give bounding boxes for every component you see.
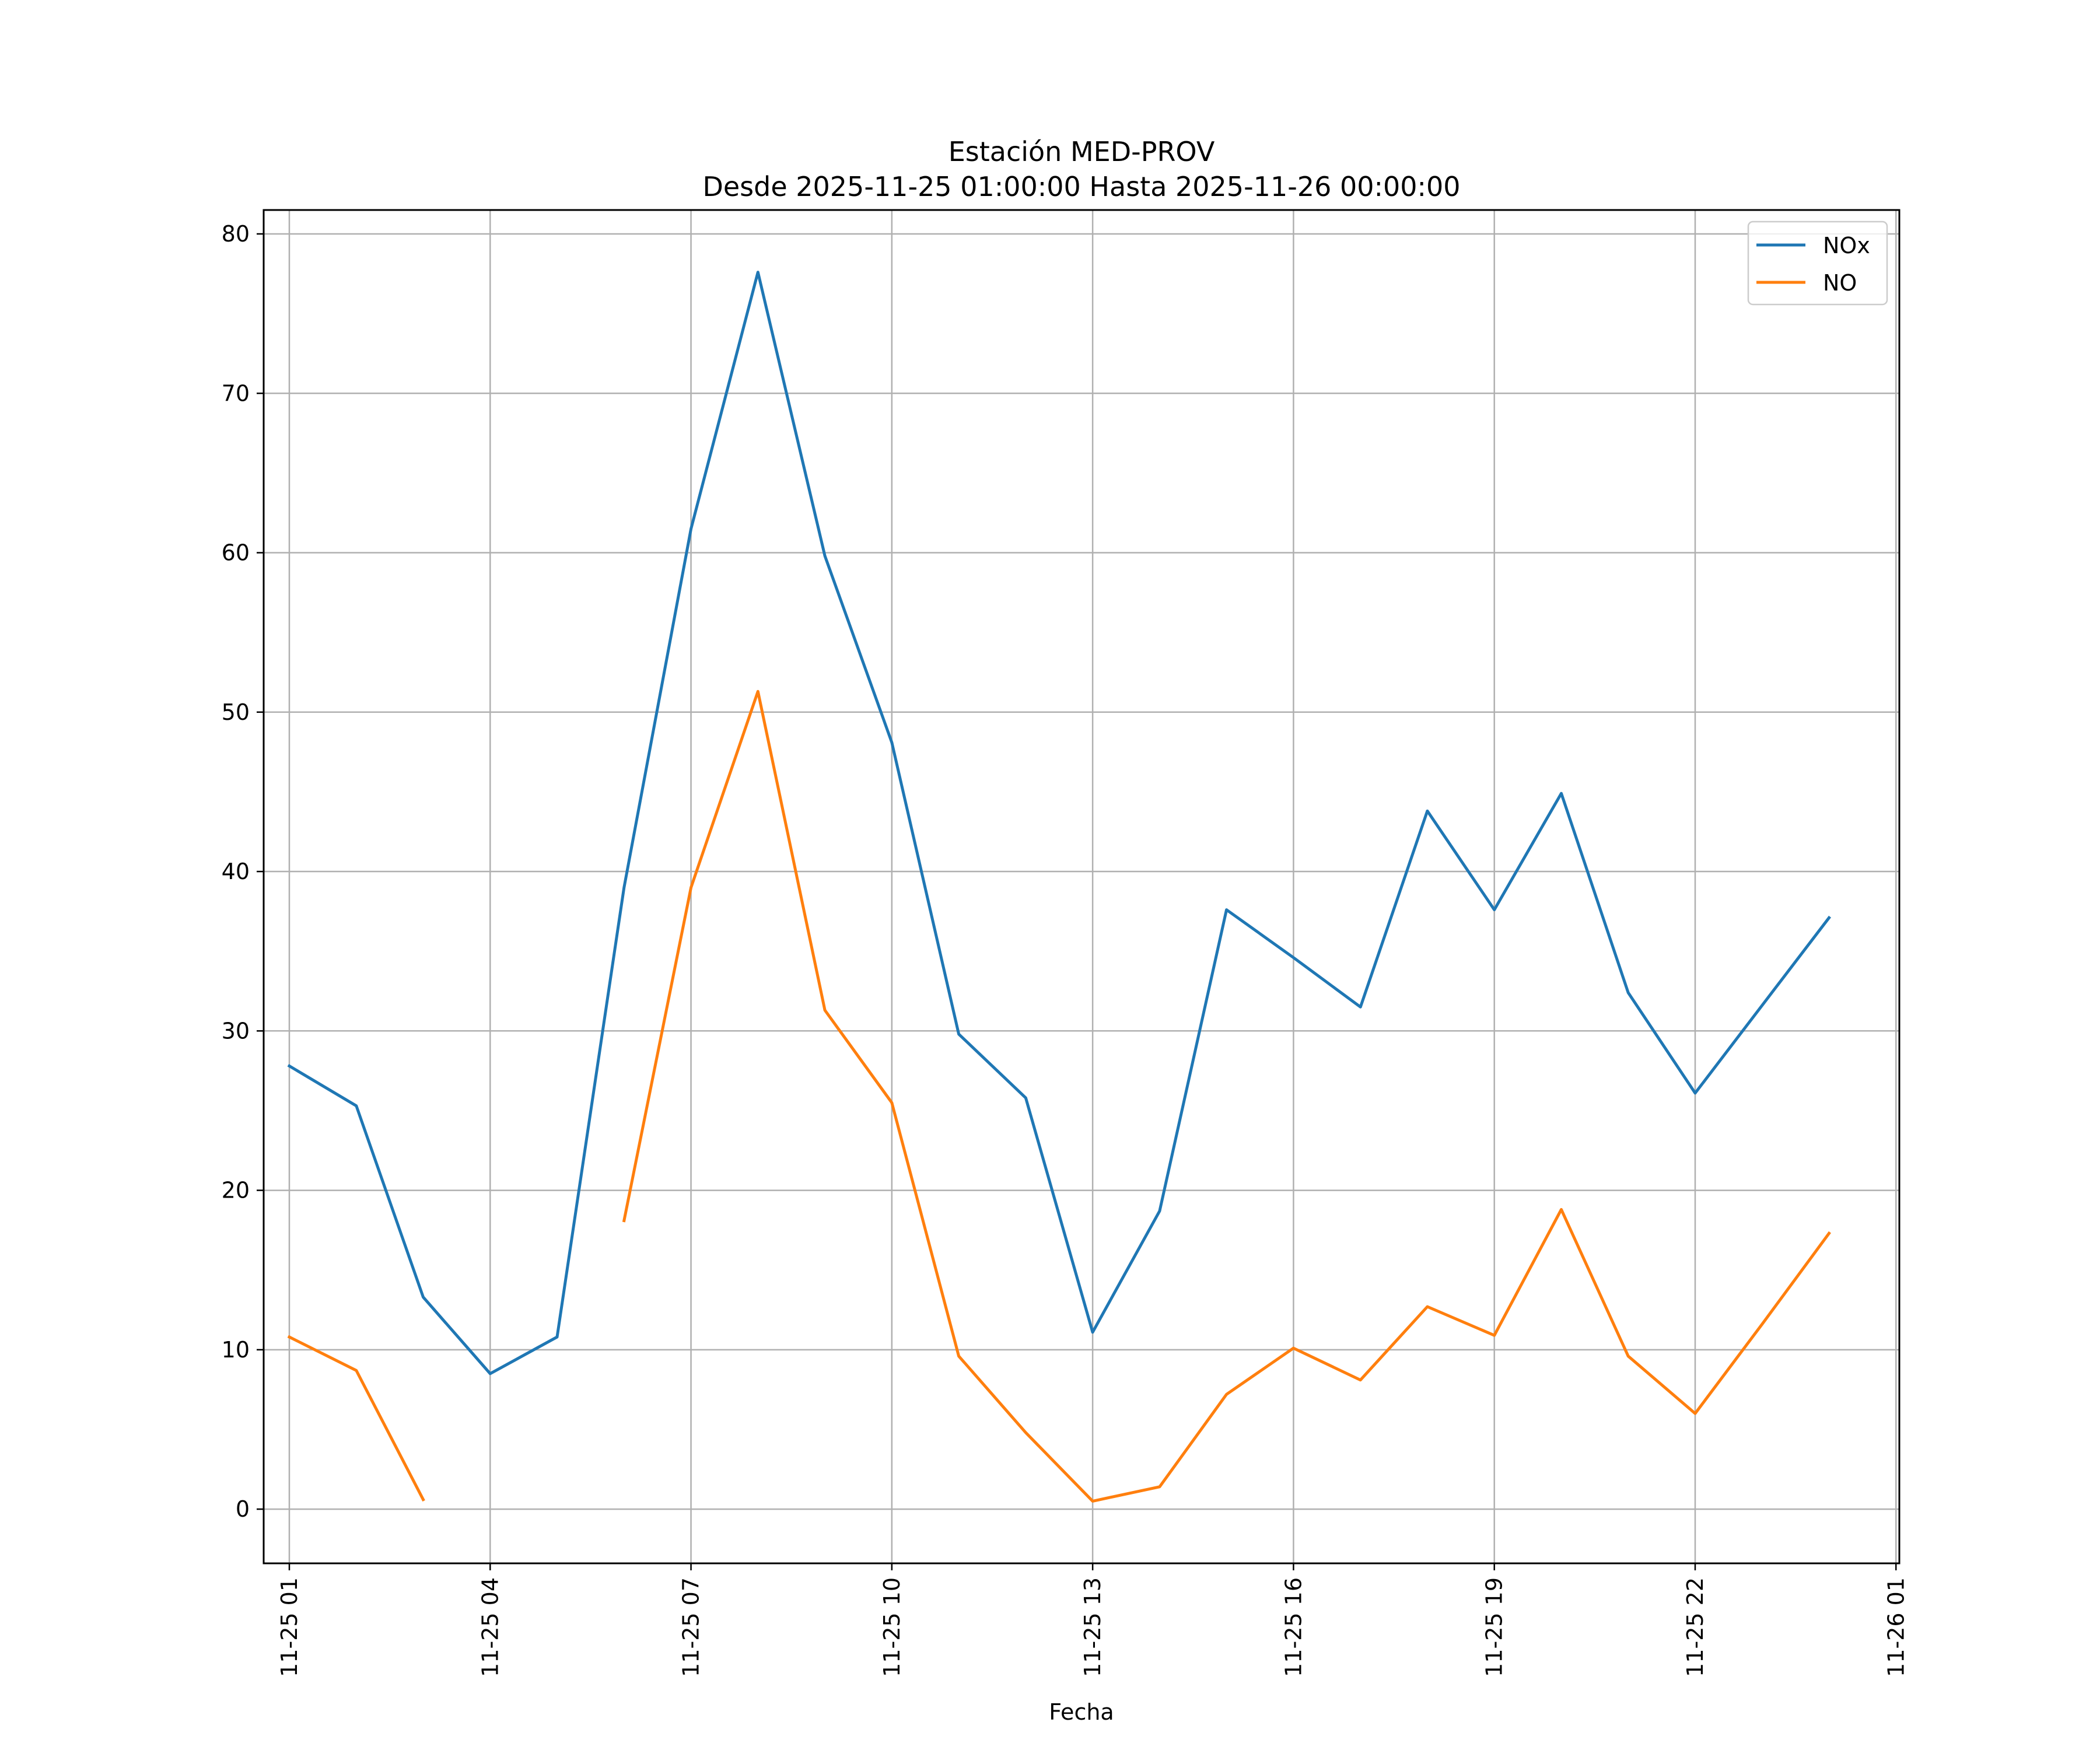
x-tick-label: 11-25 10 xyxy=(879,1577,905,1677)
chart-subtitle: Desde 2025-11-25 01:00:00 Hasta 2025-11-… xyxy=(702,171,1460,202)
grid xyxy=(264,210,1899,1563)
x-tick-label: 11-25 13 xyxy=(1080,1577,1105,1677)
y-tick-label: 10 xyxy=(222,1337,250,1363)
x-tick-label: 11-25 07 xyxy=(678,1577,704,1677)
y-tick-label: 30 xyxy=(222,1018,250,1044)
legend: NOx NO xyxy=(1747,220,1888,306)
x-tick-label: 11-25 22 xyxy=(1682,1577,1708,1677)
x-tick-label: 11-25 01 xyxy=(276,1577,302,1677)
legend-label-nox: NOx xyxy=(1823,233,1870,258)
y-tick-label: 70 xyxy=(222,380,250,406)
legend-label-no: NO xyxy=(1823,270,1857,296)
y-tick-label: 80 xyxy=(222,221,250,247)
y-tick-label: 60 xyxy=(222,540,250,566)
chart-title: Estación MED-PROV xyxy=(949,136,1215,167)
series-line-nox xyxy=(287,271,1832,1376)
y-tick-label: 20 xyxy=(222,1178,250,1203)
x-axis-label: Fecha xyxy=(1049,1699,1114,1725)
x-tick-label: 11-25 19 xyxy=(1482,1577,1507,1677)
y-tick-label: 40 xyxy=(222,859,250,884)
series-line-no xyxy=(622,690,1831,1503)
series-line-no xyxy=(287,1335,425,1502)
y-tick-label: 0 xyxy=(236,1496,250,1522)
plot-frame xyxy=(262,209,1901,1564)
x-tick-label: 11-26 01 xyxy=(1883,1577,1909,1677)
x-tick-label: 11-25 04 xyxy=(477,1577,503,1677)
x-tick-label: 11-25 16 xyxy=(1280,1577,1306,1677)
axis-ticks: 11-25 01 11-25 04 11-25 07 11-25 10 11-25 13… xyxy=(222,221,1909,1677)
y-tick-label: 50 xyxy=(222,699,250,725)
series-lines xyxy=(287,271,1832,1503)
